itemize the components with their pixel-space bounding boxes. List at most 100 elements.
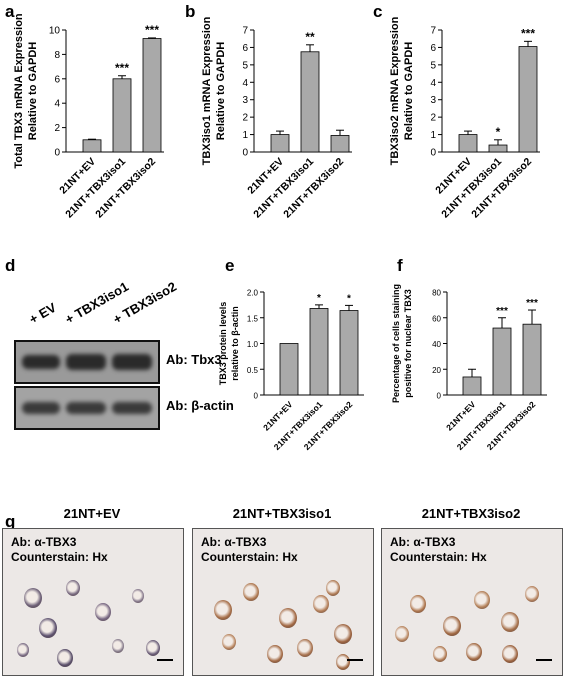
micrograph-antibody: Ab: α-TBX3 xyxy=(201,535,267,549)
y-axis-label: TBX3 protein levels xyxy=(218,302,228,386)
significance-label: *** xyxy=(496,306,508,317)
stained-cell xyxy=(474,591,490,609)
stained-cell xyxy=(222,634,236,650)
y-tick-label: 2 xyxy=(54,123,60,134)
y-tick-label: 2 xyxy=(242,113,248,124)
y-tick-label: 40 xyxy=(432,340,441,349)
blot-tbx3 xyxy=(14,340,160,384)
panel-label-e: e xyxy=(225,256,235,275)
stained-cell xyxy=(279,608,297,628)
bar xyxy=(462,376,482,396)
panel-label-f: f xyxy=(397,256,403,275)
y-tick-label: 7 xyxy=(430,26,436,37)
stained-cell xyxy=(112,639,124,653)
stained-cell xyxy=(24,588,42,608)
significance-label: * xyxy=(317,293,321,304)
bar xyxy=(518,46,538,153)
bar xyxy=(522,323,542,396)
y-tick-label: 0 xyxy=(242,148,248,159)
stained-cell xyxy=(336,654,350,670)
scale-bar xyxy=(347,659,363,661)
micrograph-ev: Ab: α-TBX3 Counterstain: Hx xyxy=(2,528,184,676)
y-tick-label: 8 xyxy=(54,50,60,61)
y-tick-label: 20 xyxy=(432,366,441,375)
stained-cell xyxy=(297,639,313,657)
micrograph-title: 21NT+TBX3iso1 xyxy=(232,506,332,521)
micrograph-counterstain: Counterstain: Hx xyxy=(11,550,108,564)
y-axis-label: Percentage of cells staining xyxy=(391,284,401,403)
bar xyxy=(492,327,512,396)
stained-cell xyxy=(395,626,409,642)
y-tick-label: 3 xyxy=(430,95,436,106)
stained-cell xyxy=(132,589,144,603)
y-axis-label: Relative to GAPDH xyxy=(403,42,415,140)
y-axis-label: Relative to GAPDH xyxy=(27,42,39,140)
y-tick-label: 5 xyxy=(430,60,436,71)
scale-bar xyxy=(536,659,552,661)
scale-bar xyxy=(157,659,173,661)
y-tick-label: 4 xyxy=(430,78,436,89)
stained-cell xyxy=(267,645,283,663)
panel-label-g: g xyxy=(5,512,16,531)
stained-cell xyxy=(501,612,519,632)
stained-cell xyxy=(313,595,329,613)
y-tick-label: 3 xyxy=(242,95,248,106)
micrograph-title: 21NT+TBX3iso2 xyxy=(421,506,521,521)
y-axis-label: Total TBX3 mRNA Expression xyxy=(13,13,25,169)
micrograph-antibody: Ab: α-TBX3 xyxy=(11,535,77,549)
y-axis-label: TBX3iso2 mRNA Expression xyxy=(389,16,401,165)
y-tick-label: 7 xyxy=(242,26,248,37)
y-tick-label: 1.0 xyxy=(247,340,259,349)
micrograph-tbx3iso1: Ab: α-TBX3 Counterstain: Hx xyxy=(192,528,374,676)
stained-cell xyxy=(466,643,482,661)
stained-cell xyxy=(433,646,447,662)
chart-nuclear-tbx3-percentage: 0 20 40 60 80 Percentage of cells staining pos… xyxy=(391,284,547,452)
stained-cell xyxy=(326,580,340,596)
stained-cell xyxy=(410,595,426,613)
micrograph-counterstain: Counterstain: Hx xyxy=(390,550,487,564)
y-tick-label: 0 xyxy=(54,148,60,159)
y-tick-label: 6 xyxy=(54,74,60,85)
panel-label-b: b xyxy=(185,2,196,21)
stained-cell xyxy=(95,603,111,621)
chart-total-tbx3-mrna: 0 2 4 6 8 10 Total TBX3 mRNA Expression Relativ… xyxy=(13,13,164,220)
y-tick-label: 2.0 xyxy=(247,289,259,298)
significance-label: *** xyxy=(115,61,129,75)
blot-tbx3-label: Ab: Tbx3 xyxy=(166,352,222,367)
panel-label-c: c xyxy=(373,2,383,21)
stained-cell xyxy=(243,583,259,601)
y-tick-label: 0 xyxy=(430,148,436,159)
micrograph-title: 21NT+EV xyxy=(63,506,121,521)
y-axis-label: Relative to GAPDH xyxy=(215,42,227,140)
y-tick-label: 4 xyxy=(54,99,60,110)
stained-cell xyxy=(334,624,352,644)
y-tick-label: 1 xyxy=(242,130,248,141)
y-tick-label: 60 xyxy=(432,314,441,323)
stained-cell xyxy=(57,649,73,667)
stained-cell xyxy=(502,645,518,663)
blot-actin-label: Ab: β-actin xyxy=(166,398,234,413)
significance-label: *** xyxy=(145,23,159,37)
y-tick-label: 1 xyxy=(430,130,436,141)
bar xyxy=(458,134,478,153)
bar xyxy=(300,51,320,153)
stained-cell xyxy=(146,640,160,656)
stained-cell xyxy=(17,643,29,657)
bar xyxy=(309,308,329,396)
stained-cell xyxy=(214,600,232,620)
bar xyxy=(488,144,508,153)
y-tick-label: 0.5 xyxy=(247,366,259,375)
bar xyxy=(330,135,350,153)
y-tick-label: 80 xyxy=(432,289,441,298)
y-tick-label: 10 xyxy=(49,26,61,37)
bar xyxy=(142,38,162,153)
significance-label: * xyxy=(496,125,501,139)
chart-tbx3iso2-mrna: 0 1 2 3 4 5 6 7 TBX3iso2 mRNA Expression Relative… xyxy=(389,16,540,220)
micrograph-counterstain: Counterstain: Hx xyxy=(201,550,298,564)
y-axis-label: positive for nuclear TBX3 xyxy=(403,289,413,398)
y-axis-label: relative to β-actin xyxy=(230,306,240,381)
chart-tbx3-protein-levels: 0 0.5 1.0 1.5 2.0 TBX3 protein levels relative… xyxy=(218,289,364,452)
y-tick-label: 2 xyxy=(430,113,436,124)
stained-cell xyxy=(39,618,57,638)
panel-label-d: d xyxy=(5,256,16,275)
